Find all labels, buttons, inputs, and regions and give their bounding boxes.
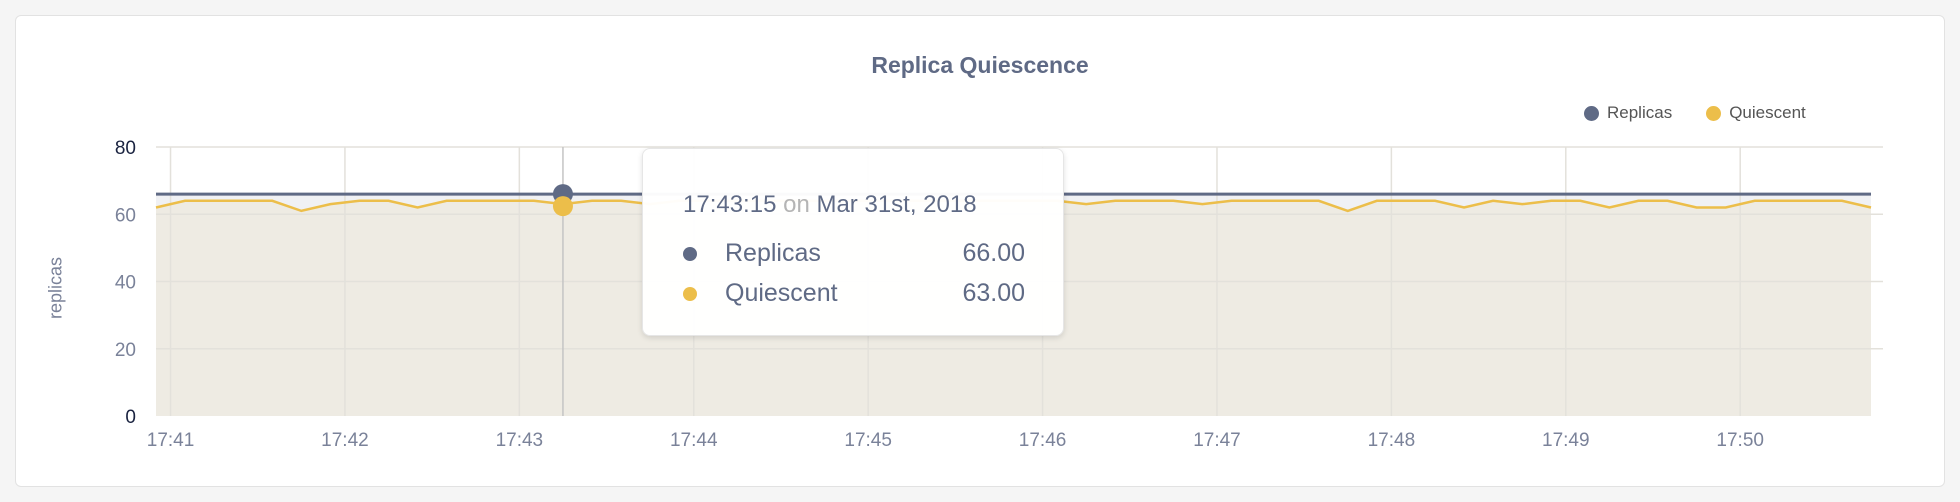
- tooltip-timestamp: 17:43:15 on Mar 31st, 2018: [683, 191, 977, 219]
- y-tick-label: 20: [115, 340, 136, 361]
- tooltip-time: 17:43:15: [683, 191, 777, 218]
- tooltip-row-replicas: Replicas 66.00: [683, 239, 1025, 268]
- legend-item-quiescent[interactable]: Quiescent: [1706, 103, 1806, 123]
- replicas-dot-icon: [683, 246, 697, 261]
- tooltip-label: Quiescent: [725, 279, 838, 307]
- y-tick-label: 80: [115, 138, 136, 159]
- y-tick-label: 60: [115, 205, 136, 226]
- replicas-dot-icon: [1584, 105, 1599, 121]
- legend-label: Replicas: [1607, 103, 1673, 122]
- legend-label: Quiescent: [1729, 103, 1806, 122]
- tooltip: 17:43:15 on Mar 31st, 2018 Replicas 66.0…: [642, 148, 1064, 336]
- x-tick-label: 17:50: [1716, 430, 1764, 451]
- x-tick-label: 17:42: [321, 430, 369, 451]
- x-tick-label: 17:44: [670, 430, 718, 451]
- tooltip-label: Replicas: [725, 239, 821, 267]
- x-tick-label: 17:46: [1019, 430, 1067, 451]
- tooltip-date: Mar 31st, 2018: [816, 191, 977, 218]
- tooltip-value: 66.00: [962, 239, 1025, 267]
- x-tick-label: 17:41: [147, 430, 195, 451]
- tooltip-row-quiescent: Quiescent 63.00: [683, 279, 1025, 308]
- quiescent-dot-icon: [683, 286, 697, 301]
- legend-item-replicas[interactable]: Replicas: [1584, 103, 1672, 123]
- y-tick-label: 40: [115, 273, 136, 294]
- quiescent-dot-icon: [1706, 105, 1722, 121]
- quiescent-hover-point: [552, 196, 573, 217]
- legend: Replicas Quiescent: [1584, 103, 1806, 123]
- x-tick-label: 17:48: [1368, 430, 1416, 451]
- x-tick-label: 17:49: [1542, 430, 1590, 451]
- chart-title: Replica Quiescence: [871, 52, 1089, 78]
- x-tick-label: 17:45: [844, 430, 892, 451]
- y-tick-label: 0: [125, 407, 136, 428]
- x-tick-label: 17:47: [1193, 430, 1241, 451]
- tooltip-on: on: [783, 191, 810, 218]
- x-tick-label: 17:43: [496, 430, 544, 451]
- tooltip-value: 63.00: [962, 279, 1025, 307]
